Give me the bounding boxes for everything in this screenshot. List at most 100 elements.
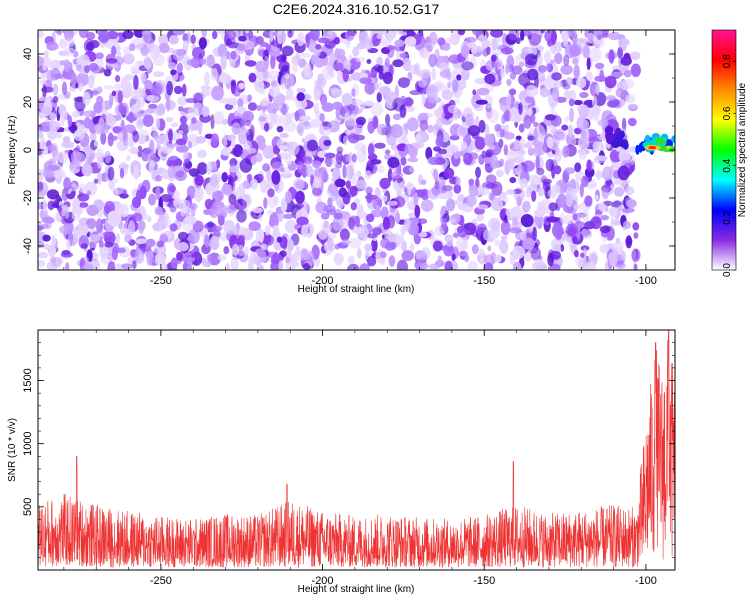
noise-blob (584, 261, 597, 270)
noise-blob (441, 131, 450, 143)
noise-blob (618, 148, 631, 163)
noise-blob (49, 120, 61, 131)
noise-blob (356, 170, 362, 178)
noise-blob (525, 85, 539, 97)
noise-blob (53, 73, 65, 79)
noise-blob (331, 192, 338, 202)
noise-blob (406, 182, 415, 190)
noise-blob (565, 223, 578, 237)
noise-blob (259, 179, 269, 193)
noise-blob (102, 231, 112, 237)
noise-blob (367, 121, 375, 134)
noise-blob (130, 104, 139, 114)
noise-blob (444, 260, 453, 270)
noise-blob (351, 98, 364, 107)
noise-blob (266, 209, 274, 216)
noise-blob (128, 220, 136, 235)
noise-blob (84, 64, 90, 74)
noise-blob (367, 255, 377, 267)
noise-blob (426, 84, 439, 97)
noise-blob (370, 102, 384, 117)
noise-blob (484, 133, 495, 147)
noise-blob (487, 245, 492, 252)
noise-blob (99, 240, 104, 249)
noise-blob (318, 126, 332, 136)
noise-blob (425, 146, 433, 160)
noise-blob (296, 216, 309, 226)
noise-blob (534, 141, 547, 156)
noise-blob (335, 62, 345, 70)
noise-blob (344, 112, 350, 121)
noise-blob (419, 47, 430, 59)
noise-blob (192, 46, 205, 60)
noise-blob (201, 30, 208, 38)
noise-blob (238, 35, 247, 42)
noise-blob (622, 220, 632, 230)
noise-blob (457, 226, 468, 238)
noise-blob (546, 136, 554, 149)
noise-blob (340, 239, 351, 245)
noise-blob (181, 83, 187, 97)
noise-blob (598, 202, 606, 212)
noise-blob (608, 251, 618, 266)
noise-blob (409, 243, 415, 252)
noise-blob (594, 194, 599, 201)
noise-blob (279, 114, 291, 126)
noise-blob (94, 123, 102, 135)
noise-blob (579, 91, 589, 99)
noise-blob (482, 229, 491, 241)
noise-blob (460, 44, 470, 58)
noise-blob (567, 124, 574, 138)
noise-blob (128, 111, 135, 124)
noise-blob (593, 36, 605, 48)
noise-blob (321, 102, 334, 112)
noise-blob (239, 158, 253, 173)
noise-blob (46, 69, 55, 83)
noise-blob (77, 83, 84, 92)
noise-blob (546, 216, 559, 223)
noise-blob (615, 88, 625, 98)
noise-blob (209, 236, 220, 251)
noise-blob (443, 243, 454, 257)
noise-blob (505, 110, 511, 120)
snr-y-ticks: 500 1000 1500 (22, 329, 675, 571)
noise-blob (223, 246, 230, 255)
noise-blob (581, 175, 589, 188)
noise-blob (190, 34, 196, 44)
noise-blob (347, 133, 360, 144)
noise-blob (621, 39, 627, 51)
noise-blob (445, 236, 454, 247)
noise-blob (350, 72, 363, 81)
noise-blob (305, 35, 310, 48)
noise-blob (280, 75, 288, 90)
noise-blob (71, 210, 81, 221)
noise-blob (613, 241, 624, 252)
noise-blob (195, 136, 207, 144)
noise-blob (516, 149, 526, 156)
noise-blob (384, 228, 392, 240)
noise-blob (283, 95, 293, 101)
noise-blob (630, 154, 635, 166)
noise-blob (533, 127, 538, 143)
noise-blob (527, 68, 539, 81)
noise-blob (429, 31, 438, 46)
noise-blob (287, 238, 294, 252)
noise-blob (382, 216, 391, 231)
noise-blob (182, 263, 193, 270)
noise-blob (63, 58, 70, 73)
noise-blob (620, 99, 626, 107)
noise-blob (351, 88, 356, 97)
noise-blob (441, 89, 453, 101)
noise-blob (270, 54, 276, 70)
noise-blob (403, 218, 411, 232)
noise-blob (226, 97, 238, 106)
noise-blob (540, 30, 545, 34)
noise-blob (264, 225, 271, 237)
noise-blob (408, 166, 414, 173)
noise-blob (209, 205, 218, 219)
noise-blob (283, 213, 294, 219)
noise-blob (238, 82, 246, 90)
noise-blob (67, 115, 73, 128)
noise-blob (244, 30, 250, 34)
noise-blob (263, 197, 268, 209)
